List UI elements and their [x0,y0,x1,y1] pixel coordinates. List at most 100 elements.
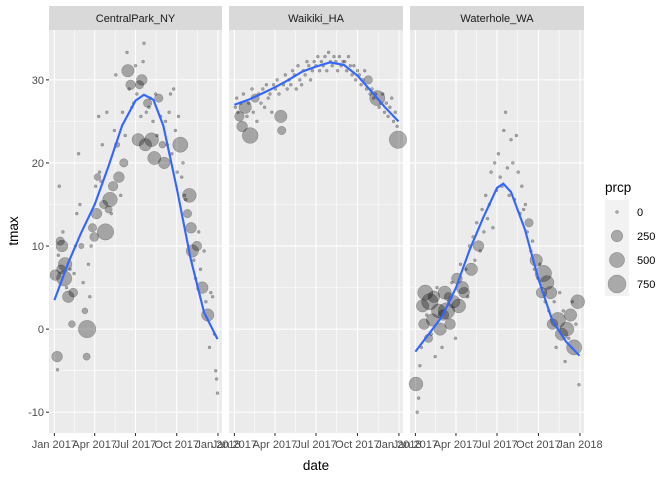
data-point [247,101,251,105]
data-point [167,110,171,115]
data-point [472,240,485,252]
x-axis: Jan 2017 Apr 2017 Jul 2017 Oct 2017 Jan 2018… [32,433,603,451]
x-tick-label: Apr 2017 [434,439,479,451]
data-point [181,161,185,165]
data-point [305,59,309,64]
data-point [264,83,269,87]
data-point [450,280,454,285]
data-point [204,299,208,304]
data-point [213,368,218,373]
data-point [514,133,519,138]
data-point [502,128,506,133]
data-point [352,63,356,68]
data-point [277,126,287,135]
panel-grid [229,30,403,433]
data-point [109,211,114,216]
data-point [277,92,281,96]
strip-label: CentralPark_NY [96,13,176,25]
panel-1: Waikiki_HA [229,6,407,433]
data-point [64,285,69,290]
data-point [183,197,188,202]
data-point [151,119,155,124]
data-point [142,41,146,46]
x-tick-label: Jan 2017 [212,439,257,451]
data-point [170,152,174,156]
data-point [359,83,363,87]
data-point [97,170,102,174]
data-point [552,299,556,304]
data-point [245,114,249,119]
data-point [182,188,197,203]
data-point [480,207,484,212]
x-tick-label: Jan 2018 [195,439,240,451]
data-point [262,105,267,110]
data-point [143,98,153,108]
data-point [102,191,118,208]
data-point [207,345,212,350]
data-point [202,249,206,253]
data-point [355,68,360,73]
smooth-line [53,93,219,340]
data-point [158,141,167,149]
data-point [108,181,119,192]
data-point [93,184,98,188]
data-point [81,280,85,285]
data-point [68,267,72,272]
data-point [135,80,144,90]
data-point [346,54,351,59]
data-point [89,232,100,242]
data-point [192,258,196,262]
data-point [323,54,327,59]
data-point [75,211,79,216]
data-point [491,226,495,230]
data-point [179,175,184,179]
panel-grid [49,30,222,433]
data-point [341,59,345,64]
strip-label: Waterhole_WA [460,13,534,25]
data-point [521,207,526,212]
data-point [437,285,452,300]
data-point [96,114,101,119]
data-point [81,307,89,315]
data-point [120,110,125,115]
x-tick-label: Oct 2017 [516,439,561,451]
data-point [233,105,238,110]
data-point [386,114,390,119]
data-point [68,320,76,328]
data-point [153,92,158,96]
data-point [464,267,468,272]
smooth-line [234,61,400,123]
data-point [88,294,92,299]
data-point [49,269,61,281]
data-point [131,133,145,147]
x-tick-label: Jan 2017 [32,439,77,451]
data-point [416,299,430,313]
data-point [435,285,439,290]
data-point [574,322,578,326]
data-point [505,166,510,170]
data-point [474,221,479,225]
legend-label: 0 [637,207,643,219]
data-point [520,184,524,188]
data-point [524,218,534,228]
data-point [337,54,342,59]
data-point [483,193,488,198]
data-point [99,200,109,209]
data-point [236,110,240,115]
data-point [570,299,575,304]
data-point [242,127,259,144]
data-point [125,79,136,90]
data-point [78,243,85,249]
x-tick-label: Jul 2017 [295,439,337,451]
data-point [136,74,148,86]
data-point [68,287,78,298]
data-point [100,142,105,147]
data-point [250,87,254,91]
data-point [154,93,164,103]
data-point [182,193,187,198]
data-point [389,96,394,100]
data-point [123,133,127,138]
data-point [51,350,63,363]
data-point [270,110,274,115]
